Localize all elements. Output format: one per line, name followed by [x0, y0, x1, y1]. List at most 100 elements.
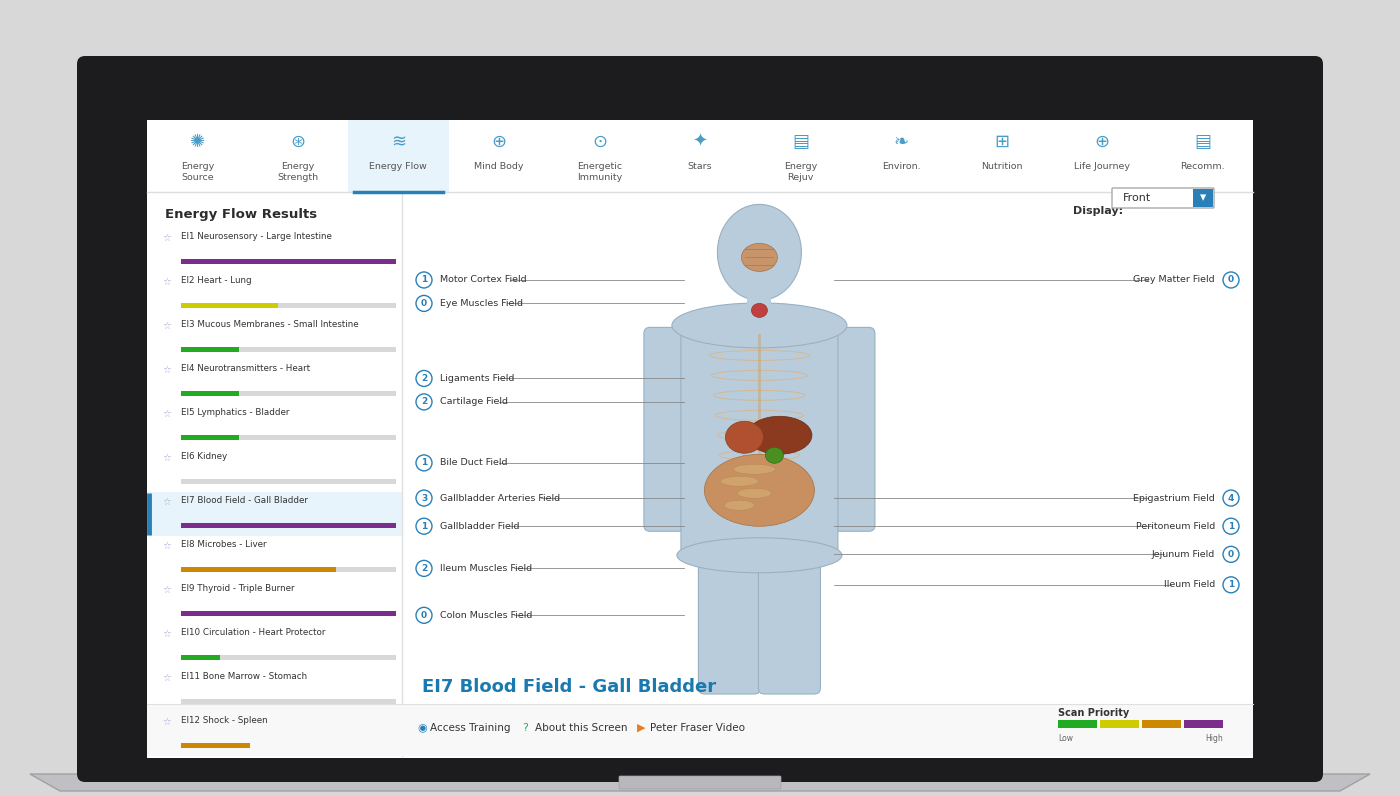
Text: EI8 Microbes - Liver: EI8 Microbes - Liver	[181, 540, 266, 549]
Text: ▤: ▤	[792, 133, 809, 151]
Text: EI7 Blood Field - Gall Bladder: EI7 Blood Field - Gall Bladder	[181, 496, 308, 505]
Text: 2: 2	[421, 374, 427, 383]
Text: Peritoneum Field: Peritoneum Field	[1135, 521, 1215, 531]
Text: Rejuv: Rejuv	[787, 173, 813, 182]
Text: ✦: ✦	[693, 133, 707, 151]
FancyBboxPatch shape	[1112, 188, 1214, 208]
Circle shape	[1224, 272, 1239, 288]
Text: Energy Flow: Energy Flow	[370, 162, 427, 171]
Text: Ligaments Field: Ligaments Field	[440, 374, 514, 383]
Text: EI1 Neurosensory - Large Intestine: EI1 Neurosensory - Large Intestine	[181, 232, 332, 241]
Bar	[748, 298, 771, 327]
Text: EI3 Mucous Membranes - Small Intestine: EI3 Mucous Membranes - Small Intestine	[181, 320, 358, 329]
Bar	[181, 611, 396, 616]
Ellipse shape	[752, 303, 767, 318]
Text: ▶: ▶	[637, 723, 645, 733]
Circle shape	[1224, 518, 1239, 534]
Bar	[181, 303, 277, 308]
Text: Grey Matter Field: Grey Matter Field	[1134, 275, 1215, 284]
Bar	[181, 259, 396, 264]
Bar	[181, 347, 396, 352]
Text: 2: 2	[421, 564, 427, 573]
Text: ☆: ☆	[162, 629, 171, 639]
Bar	[1058, 720, 1098, 728]
Text: Bile Duct Field: Bile Duct Field	[440, 458, 507, 467]
Bar	[181, 699, 396, 704]
Text: 1: 1	[421, 458, 427, 467]
Bar	[147, 120, 1253, 192]
Text: EI6 Kidney: EI6 Kidney	[181, 452, 227, 461]
Text: EI2 Heart - Lung: EI2 Heart - Lung	[181, 276, 252, 285]
Text: Eye Muscles Field: Eye Muscles Field	[440, 299, 524, 308]
Text: EI9 Thyroid - Triple Burner: EI9 Thyroid - Triple Burner	[181, 584, 294, 593]
Circle shape	[1224, 546, 1239, 562]
Ellipse shape	[734, 464, 776, 474]
Ellipse shape	[721, 476, 759, 486]
Text: ☆: ☆	[162, 365, 171, 375]
Bar	[749, 300, 770, 326]
FancyBboxPatch shape	[699, 549, 760, 694]
Ellipse shape	[738, 488, 771, 498]
Text: ▤: ▤	[1194, 133, 1211, 151]
Circle shape	[416, 455, 433, 471]
Text: Recomm.: Recomm.	[1180, 162, 1225, 171]
Text: 0: 0	[1228, 550, 1233, 559]
Text: ≋: ≋	[391, 133, 406, 151]
Bar	[181, 435, 239, 440]
Text: ☆: ☆	[162, 233, 171, 243]
Text: Display:: Display:	[1072, 206, 1123, 216]
Text: ▾: ▾	[1200, 192, 1207, 205]
Bar	[1142, 720, 1182, 728]
Ellipse shape	[725, 421, 763, 453]
Text: ☆: ☆	[162, 717, 171, 727]
Polygon shape	[29, 774, 1371, 791]
Text: EI4 Neurotransmitters - Heart: EI4 Neurotransmitters - Heart	[181, 364, 311, 373]
Bar	[181, 435, 396, 440]
Bar	[181, 259, 396, 264]
Text: ⊕: ⊕	[491, 133, 507, 151]
Circle shape	[416, 518, 433, 534]
Bar	[181, 523, 396, 528]
Text: Environ.: Environ.	[882, 162, 920, 171]
Text: 3: 3	[421, 494, 427, 502]
Bar	[147, 192, 1253, 756]
FancyBboxPatch shape	[832, 327, 875, 531]
Text: Jejunum Field: Jejunum Field	[1152, 550, 1215, 559]
Bar	[181, 611, 396, 616]
Text: ☆: ☆	[162, 497, 171, 507]
Ellipse shape	[742, 244, 777, 271]
Text: Epigastrium Field: Epigastrium Field	[1133, 494, 1215, 502]
Text: EI12 Shock - Spleen: EI12 Shock - Spleen	[181, 716, 267, 725]
Text: Ileum Muscles Field: Ileum Muscles Field	[440, 564, 532, 573]
Ellipse shape	[748, 416, 812, 455]
Bar	[181, 303, 396, 308]
Bar	[181, 391, 239, 396]
Text: ✺: ✺	[190, 133, 204, 151]
Text: ⊕: ⊕	[1095, 133, 1110, 151]
Bar	[181, 391, 396, 396]
Text: EI7 Blood Field - Gall Bladder: EI7 Blood Field - Gall Bladder	[421, 678, 717, 696]
Text: Life Journey: Life Journey	[1074, 162, 1130, 171]
FancyBboxPatch shape	[759, 549, 820, 694]
Text: Colon Muscles Field: Colon Muscles Field	[440, 611, 532, 620]
Text: Energy: Energy	[281, 162, 315, 171]
Text: ◉: ◉	[417, 723, 427, 733]
Text: ☆: ☆	[162, 409, 171, 419]
Bar	[147, 120, 1253, 758]
Ellipse shape	[672, 303, 847, 348]
Ellipse shape	[766, 447, 784, 463]
FancyBboxPatch shape	[644, 327, 687, 531]
Ellipse shape	[678, 538, 841, 573]
Text: 1: 1	[1228, 521, 1235, 531]
Text: ☆: ☆	[162, 453, 171, 463]
Ellipse shape	[724, 500, 755, 510]
Bar	[181, 347, 239, 352]
Text: Nutrition: Nutrition	[981, 162, 1022, 171]
Text: Stars: Stars	[687, 162, 713, 171]
Text: ☆: ☆	[162, 277, 171, 287]
Text: Cartilage Field: Cartilage Field	[440, 397, 508, 407]
Text: ☆: ☆	[162, 673, 171, 683]
Bar	[1184, 720, 1224, 728]
Text: Source: Source	[181, 173, 214, 182]
Bar	[1193, 189, 1212, 207]
